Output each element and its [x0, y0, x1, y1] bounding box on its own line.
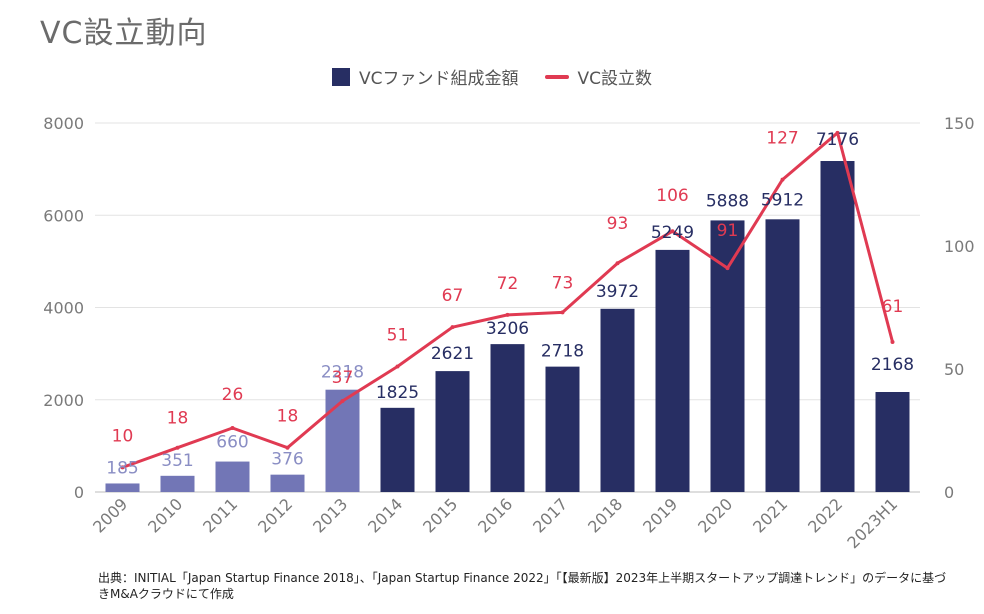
bar-value-label: 185: [106, 458, 138, 478]
x-tick-label: 2022: [804, 494, 846, 536]
vc-count-point-2015: [450, 325, 455, 330]
source-note: 出典：INITIAL「Japan Startup Finance 2018」、「…: [98, 571, 947, 601]
legend-item-fund: VCファンド組成金額: [332, 64, 519, 89]
x-tick-label: 2017: [529, 494, 571, 536]
bar-2021: [765, 219, 800, 492]
bar-value-label: 660: [216, 433, 248, 453]
legend-line-swatch-icon: [544, 74, 569, 79]
x-tick-label: 2015: [419, 494, 461, 536]
bar-value-label: 5249: [651, 223, 694, 243]
vc-count-point-2017: [560, 310, 565, 315]
bar-value-label: 2218: [321, 363, 364, 383]
y-right-tick-label: 100: [944, 237, 975, 256]
line-value-label: 26: [222, 385, 244, 405]
bar-2014: [380, 407, 415, 492]
x-tick-label: 2020: [694, 494, 736, 536]
x-tick-label: 2016: [474, 494, 516, 536]
legend-label-count: VC設立数: [577, 69, 653, 89]
vc-count-point-2014: [395, 364, 400, 369]
x-tick-label: 2021: [749, 494, 791, 536]
legend: VCファンド組成金額 VC設立数: [0, 64, 984, 89]
line-value-label: 93: [607, 214, 629, 234]
bar-2023H1: [875, 392, 910, 492]
bar-value-label: 5912: [761, 190, 804, 210]
bar-2017: [545, 366, 580, 492]
bar-2015: [435, 371, 470, 492]
y-left-tick-label: 2000: [43, 391, 84, 410]
x-tick-label: 2010: [144, 494, 186, 536]
vc-count-point-2009: [120, 465, 125, 470]
vc-count-point-2019: [670, 229, 675, 234]
bar-value-label: 2718: [541, 342, 584, 362]
y-right-tick-label: 0: [944, 483, 954, 502]
bar-2013: [325, 389, 360, 492]
x-tick-label: 2023H1: [843, 494, 901, 552]
vc-count-point-2016: [505, 312, 510, 317]
bar-value-label: 2168: [871, 355, 914, 375]
bar-2019: [655, 249, 690, 492]
y-right-tick-label: 150: [944, 114, 975, 133]
bar-value-label: 3972: [596, 282, 639, 302]
vc-count-point-2018: [615, 261, 620, 266]
x-tick-label: 2012: [254, 494, 296, 536]
bar-value-label: 5888: [706, 191, 749, 211]
chart-title: VC設立動向: [40, 16, 208, 51]
vc-count-point-2021: [780, 177, 785, 182]
line-value-label: 127: [766, 129, 798, 149]
line-value-label: 51: [387, 326, 409, 346]
line-value-label: 106: [656, 186, 688, 206]
y-left-tick-label: 6000: [43, 206, 84, 225]
bar-2010: [160, 475, 195, 492]
vc-count-point-2012: [285, 445, 290, 450]
line-value-label: 73: [552, 273, 574, 293]
vc-count-point-2022: [835, 130, 840, 135]
line-value-label: 61: [882, 297, 904, 317]
x-tick-label: 2014: [364, 494, 406, 536]
vc-count-point-2011: [230, 426, 235, 431]
bar-2016: [490, 344, 525, 492]
bar-value-label: 7176: [816, 130, 859, 150]
y-left-tick-label: 4000: [43, 299, 84, 318]
legend-item-count: VC設立数: [544, 64, 653, 89]
legend-bar-swatch-icon: [332, 67, 350, 86]
vc-count-point-2010: [175, 445, 180, 450]
bar-2012: [270, 474, 305, 492]
y-right-tick-label: 50: [944, 360, 964, 379]
x-tick-label: 2018: [584, 494, 626, 536]
line-value-label: 72: [497, 274, 519, 294]
bar-value-label: 2621: [431, 344, 474, 364]
x-tick-label: 2011: [199, 494, 241, 536]
bar-value-label: 3206: [486, 319, 529, 339]
bar-value-label: 1825: [376, 383, 419, 403]
vc-count-point-2020: [725, 266, 730, 271]
bar-value-label: 376: [271, 450, 303, 470]
line-value-label: 37: [332, 368, 354, 388]
bar-2022: [820, 161, 855, 492]
bar-2018: [600, 308, 635, 492]
x-tick-label: 2009: [89, 494, 131, 536]
vc-count-point-2023H1: [890, 339, 895, 344]
bar-2009: [105, 483, 140, 492]
bar-value-label: 351: [161, 451, 193, 471]
legend-label-fund: VCファンド組成金額: [359, 69, 519, 89]
vc-count-point-2013: [340, 398, 345, 403]
y-left-tick-label: 0: [74, 483, 84, 502]
line-value-label: 91: [717, 221, 739, 241]
line-value-label: 10: [112, 426, 134, 446]
line-value-label: 67: [442, 286, 464, 306]
y-left-tick-label: 8000: [43, 114, 84, 133]
line-value-label: 18: [167, 409, 189, 429]
line-value-label: 18: [277, 407, 299, 427]
x-tick-label: 2013: [309, 494, 351, 536]
x-tick-label: 2019: [639, 494, 681, 536]
bar-2011: [215, 461, 250, 492]
